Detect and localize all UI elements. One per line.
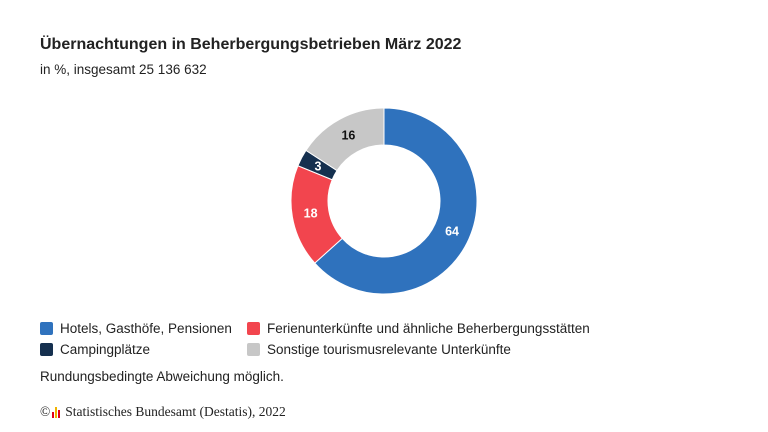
legend-label: Sonstige tourismusrelevante Unterkünfte <box>267 342 511 357</box>
source-text: Statistisches Bundesamt (Destatis), 2022 <box>65 404 286 419</box>
legend-swatch <box>40 343 53 356</box>
donut-slice-hotels <box>314 107 478 295</box>
chart-title: Übernachtungen in Beherbergungsbetrieben… <box>40 36 462 53</box>
logo-bar <box>58 409 61 418</box>
destatis-logo-icon <box>52 406 61 418</box>
chart-subtitle: in %, insgesamt 25 136 632 <box>40 62 207 77</box>
legend-item-ferienunterkuenfte: Ferienunterkünfte und ähnliche Beherberg… <box>247 321 590 336</box>
rounding-note: Rundungsbedingte Abweichung möglich. <box>40 369 284 384</box>
legend-item-sonstige: Sonstige tourismusrelevante Unterkünfte <box>247 342 511 357</box>
legend-item-hotels: Hotels, Gasthöfe, Pensionen <box>40 321 247 336</box>
legend-swatch <box>247 343 260 356</box>
legend-item-camping: Campingplätze <box>40 342 247 357</box>
legend-swatch <box>247 322 260 335</box>
data-label-ferienunterkuenfte: 18 <box>304 207 318 221</box>
source-line: © Statistisches Bundesamt (Destatis), 20… <box>40 404 286 420</box>
logo-bar <box>52 411 55 418</box>
donut-slice-sonstige <box>305 107 385 172</box>
legend-label: Ferienunterkünfte und ähnliche Beherberg… <box>267 321 590 336</box>
data-label-sonstige: 16 <box>341 129 355 143</box>
legend-swatch <box>40 322 53 335</box>
copyright-symbol: © <box>40 404 51 419</box>
logo-bar <box>55 406 58 418</box>
data-label-hotels: 64 <box>445 224 459 238</box>
data-label-camping: 3 <box>315 159 322 173</box>
legend-label: Hotels, Gasthöfe, Pensionen <box>60 321 232 336</box>
legend-label: Campingplätze <box>60 342 151 357</box>
chart-legend: Hotels, Gasthöfe, Pensionen Ferienunterk… <box>40 318 590 360</box>
